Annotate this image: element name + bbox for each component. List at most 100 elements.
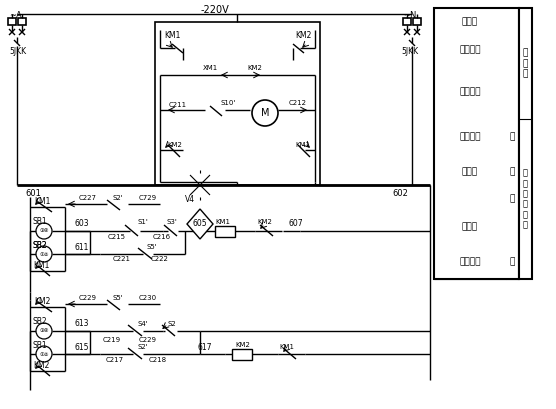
Text: 直流电机: 直流电机 [459, 87, 481, 96]
Text: V4: V4 [185, 196, 195, 204]
Text: 613: 613 [75, 319, 90, 328]
Bar [434, 244, 506, 279]
Bar [403, 18, 411, 25]
Text: C216: C216 [153, 234, 171, 240]
Text: SB1: SB1 [33, 218, 48, 227]
Text: M: M [261, 108, 269, 118]
Text: KM2: KM2 [34, 297, 50, 306]
Bar [506, 8, 519, 36]
Bar [434, 154, 506, 189]
Bar [506, 119, 519, 154]
Text: 三
工
位: 三 工 位 [523, 49, 528, 79]
Text: 合隔离刀: 合隔离刀 [459, 132, 481, 141]
Text: ③④: ③④ [39, 328, 49, 333]
Bar [434, 64, 506, 119]
Bar [434, 36, 506, 64]
Text: C211: C211 [169, 102, 187, 108]
Bar [434, 189, 506, 209]
Text: C219: C219 [103, 337, 121, 343]
Text: KM2: KM2 [247, 65, 262, 71]
Text: C729: C729 [139, 195, 157, 201]
Circle shape [36, 223, 52, 239]
Text: KM1: KM1 [216, 219, 231, 225]
Text: SB2: SB2 [33, 240, 48, 249]
Bar [155, 22, 320, 185]
Text: 607: 607 [289, 220, 304, 229]
Text: ③④: ③④ [39, 229, 49, 234]
Bar [413, 18, 421, 25]
Text: 611: 611 [75, 243, 89, 252]
Text: S2': S2' [113, 195, 123, 201]
Text: C229: C229 [139, 337, 157, 343]
Text: 合接地: 合接地 [462, 222, 478, 231]
Text: C217: C217 [106, 357, 124, 363]
Text: S3': S3' [167, 219, 177, 225]
Circle shape [36, 346, 52, 362]
Bar [506, 64, 519, 119]
Bar [18, 18, 26, 25]
Text: 5JKK: 5JKK [9, 47, 27, 56]
Bar [506, 36, 519, 64]
Text: C221: C221 [113, 256, 131, 262]
Text: 602: 602 [392, 189, 408, 198]
Text: KM1: KM1 [33, 261, 49, 270]
Text: 617: 617 [198, 342, 212, 351]
Text: C230: C230 [139, 295, 157, 301]
Bar [232, 349, 252, 360]
Bar [215, 226, 235, 237]
Text: 分隔离刀: 分隔离刀 [459, 257, 481, 266]
Text: KM2: KM2 [236, 342, 250, 348]
Bar [434, 8, 506, 36]
Text: XM1: XM1 [202, 65, 217, 71]
Text: ~N: ~N [403, 11, 416, 20]
Text: 601: 601 [25, 189, 41, 198]
Text: C212: C212 [289, 100, 307, 106]
Text: ①②: ①② [39, 351, 49, 357]
Text: S5': S5' [113, 295, 123, 301]
Text: ~A: ~A [9, 11, 21, 20]
Text: KM1: KM1 [280, 344, 295, 350]
Bar [506, 244, 519, 279]
Text: C222: C222 [151, 256, 169, 262]
Text: KM2: KM2 [295, 31, 311, 40]
Text: 605: 605 [193, 220, 207, 229]
Text: KM2: KM2 [33, 362, 49, 371]
Text: 615: 615 [75, 342, 90, 351]
Text: ①②: ①② [39, 252, 49, 256]
Text: KM2: KM2 [167, 142, 182, 148]
Circle shape [36, 323, 52, 339]
Text: 5JKK: 5JKK [401, 47, 419, 56]
Text: 回: 回 [510, 195, 515, 204]
Text: KM1: KM1 [295, 142, 310, 148]
Text: 空气开关: 空气开关 [459, 45, 481, 54]
Text: S10': S10' [220, 100, 236, 106]
Text: -220V: -220V [201, 5, 230, 15]
Text: S4': S4' [138, 321, 148, 327]
Bar [434, 8, 519, 279]
Text: SB1: SB1 [33, 341, 48, 350]
Text: S1': S1' [138, 219, 148, 225]
Text: 路: 路 [510, 257, 515, 266]
Text: C227: C227 [79, 195, 97, 201]
Text: KM2: KM2 [257, 219, 272, 225]
Circle shape [252, 100, 278, 126]
Bar [506, 189, 519, 209]
Bar [434, 209, 506, 244]
Bar [519, 8, 532, 279]
Bar [506, 209, 519, 244]
Text: C215: C215 [108, 234, 126, 240]
Text: 开
关
控
制
回
路: 开 关 控 制 回 路 [523, 169, 528, 229]
Polygon shape [187, 209, 213, 239]
Text: KM1: KM1 [164, 31, 180, 40]
Text: S5': S5' [147, 244, 157, 250]
Text: KM1: KM1 [34, 198, 50, 207]
Text: S2': S2' [138, 344, 148, 350]
Text: S2: S2 [167, 321, 176, 327]
Text: 小母线: 小母线 [462, 18, 478, 27]
Circle shape [36, 246, 52, 262]
Text: SB2: SB2 [33, 241, 48, 250]
Text: 分接地: 分接地 [462, 167, 478, 176]
Text: SB2: SB2 [33, 317, 48, 326]
Bar [506, 154, 519, 189]
Text: C229: C229 [79, 295, 97, 301]
